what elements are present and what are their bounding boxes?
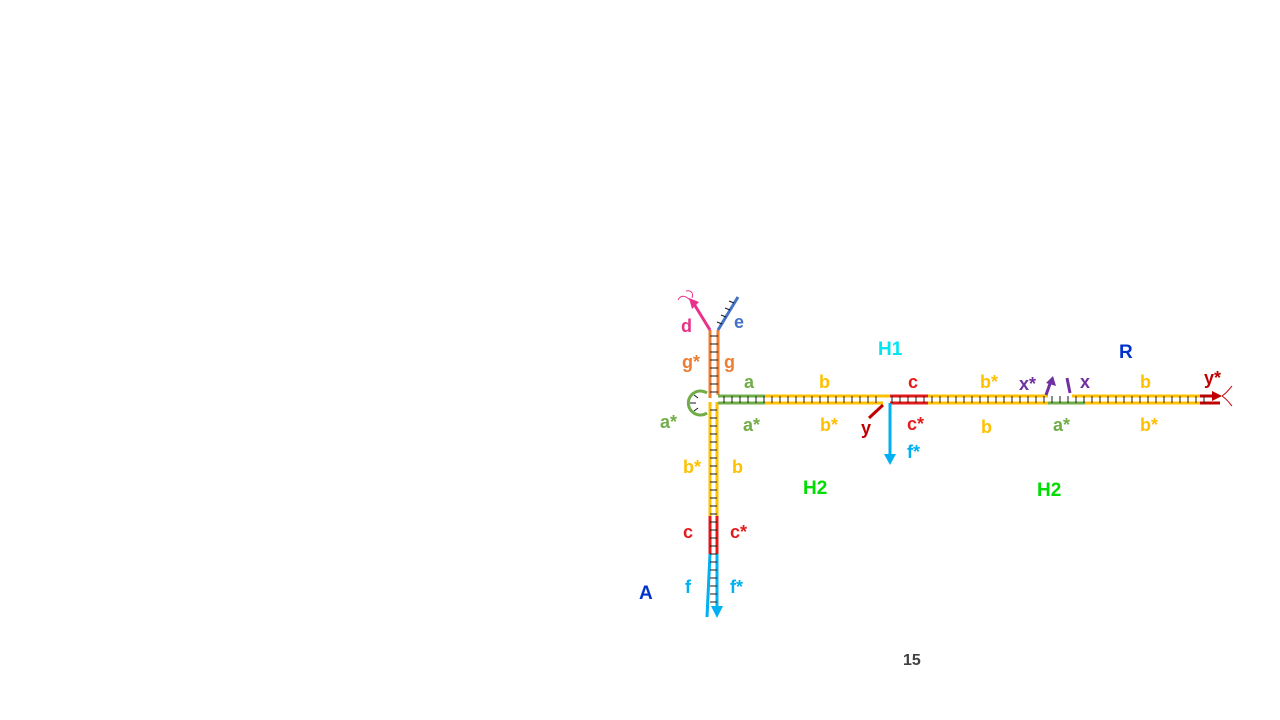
label-g-star: g*	[682, 352, 700, 372]
strand-f-vertical	[705, 553, 712, 618]
arrowhead-f-star	[711, 606, 723, 618]
complex-label-H1: H1	[878, 339, 903, 360]
label-c-star-vertical: c*	[730, 522, 747, 542]
label-y: y	[861, 418, 871, 438]
base-pair-ticks-e	[716, 300, 735, 325]
strand-y-star-tail-2	[1221, 395, 1233, 407]
label-a-star-loop: a*	[660, 412, 677, 432]
base-pair-tick	[716, 321, 723, 325]
label-d: d	[681, 316, 692, 336]
base-pair-ticks-g	[710, 335, 718, 393]
strand-d-tail	[677, 295, 691, 301]
arrowhead-f-star-drop	[884, 454, 896, 465]
label-c-top: c	[908, 372, 918, 392]
base-pair-tick	[720, 314, 727, 318]
label-f-vertical: f	[685, 577, 692, 597]
arrowhead-x-star	[1046, 376, 1056, 386]
label-a-star-bottom: a*	[743, 415, 760, 435]
label-b-top-3: b	[1140, 372, 1151, 392]
complex-label-H2-right: H2	[1037, 480, 1061, 501]
label-c-vertical: c	[683, 522, 693, 542]
strand-d	[692, 303, 712, 331]
arrowhead-y-star	[1212, 391, 1222, 401]
base-pair-tick	[724, 307, 731, 311]
loop-a-star	[686, 389, 708, 417]
label-b-star-vertical: b*	[683, 457, 701, 477]
complex-label-A: A	[639, 583, 653, 604]
base-pair-tick	[728, 300, 735, 304]
base-pair-ticks-vertical	[710, 409, 717, 603]
strand-x	[1065, 377, 1072, 394]
label-b-star-bottom: b*	[820, 415, 838, 435]
label-g: g	[724, 352, 735, 372]
strand-e	[716, 296, 740, 331]
label-x: x	[1080, 372, 1090, 392]
base-pair-ticks-horizontal	[723, 396, 1205, 403]
complex-label-R: R	[1119, 342, 1133, 363]
label-y-star: y*	[1204, 368, 1221, 388]
page-number: 15	[903, 652, 921, 669]
label-b-star-top-2: b*	[980, 372, 998, 392]
loop-tick-3	[693, 407, 699, 412]
strand-d-tail-2	[685, 290, 693, 299]
label-b-vertical: b	[732, 457, 743, 477]
label-b-bottom-2: b	[981, 417, 992, 437]
label-a-top: a	[744, 372, 755, 392]
arrowhead-d	[689, 298, 699, 309]
label-f-star-drop: f*	[907, 442, 920, 462]
label-e: e	[734, 312, 744, 332]
loop-tick-2	[693, 394, 699, 399]
label-b-star-bottom-3: b*	[1140, 415, 1158, 435]
strand-y	[867, 403, 885, 420]
label-a-star-bottom-2: a*	[1053, 415, 1070, 435]
label-f-star-vertical: f*	[730, 577, 743, 597]
strand-y-star-tail	[1221, 385, 1233, 397]
label-b-top: b	[819, 372, 830, 392]
complex-label-H2-left: H2	[803, 478, 827, 499]
label-x-star: x*	[1019, 374, 1036, 394]
label-c-star-bottom: c*	[907, 414, 924, 434]
